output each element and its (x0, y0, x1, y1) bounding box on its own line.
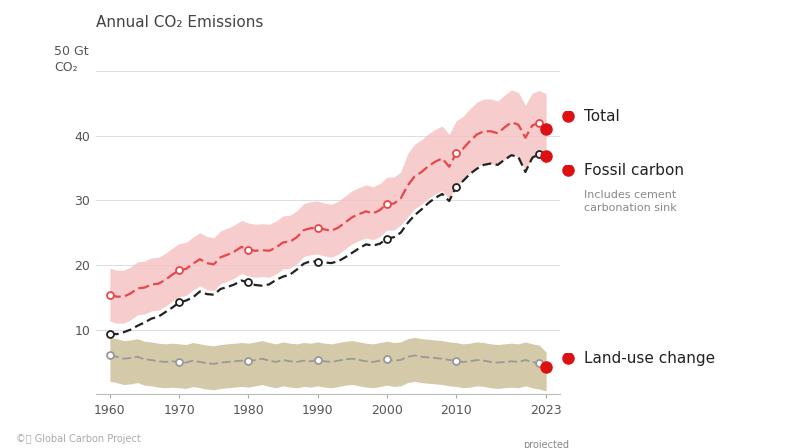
Text: Includes cement
carbonation sink: Includes cement carbonation sink (584, 190, 677, 213)
Text: projected: projected (523, 440, 569, 448)
Text: Land-use change: Land-use change (584, 351, 715, 366)
Text: Total: Total (584, 109, 620, 124)
Text: Annual CO₂ Emissions: Annual CO₂ Emissions (96, 15, 263, 30)
Text: Fossil carbon: Fossil carbon (584, 163, 684, 178)
Text: ©ⓘ Global Carbon Project: ©ⓘ Global Carbon Project (16, 434, 141, 444)
Text: 50 Gt
CO₂: 50 Gt CO₂ (54, 45, 89, 74)
